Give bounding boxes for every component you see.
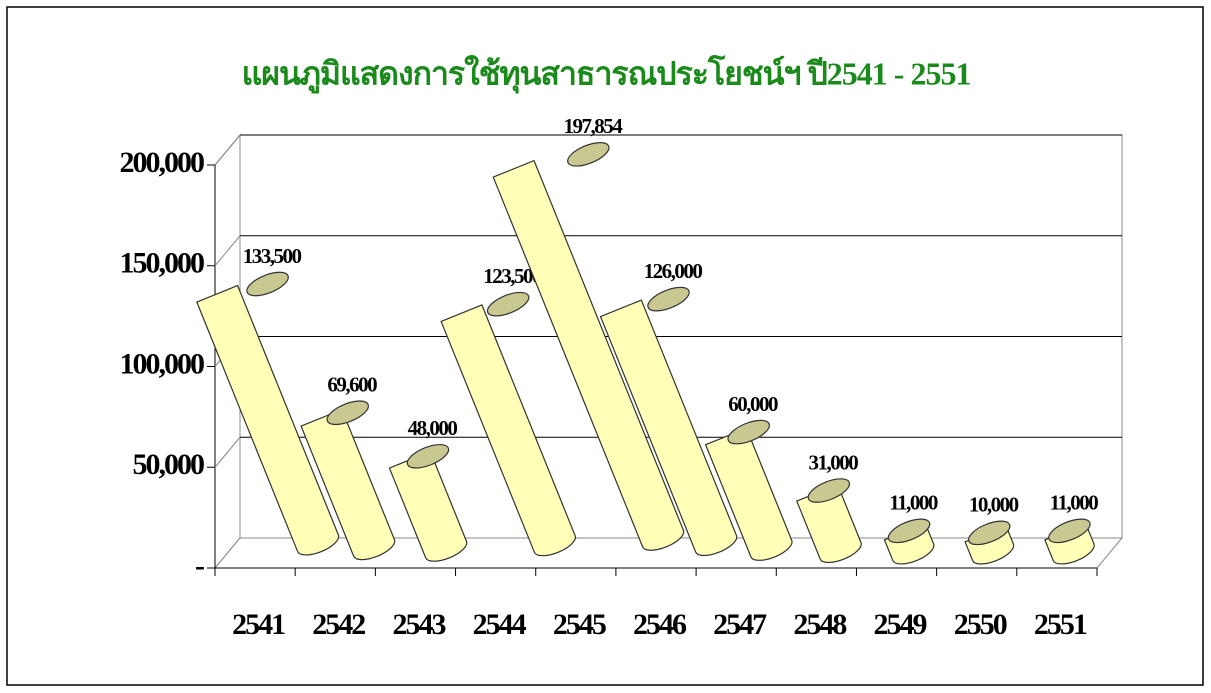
x-tick-label: 2547 — [713, 608, 767, 641]
bar — [492, 159, 685, 551]
grid-line-side — [214, 134, 241, 166]
bar-top — [406, 443, 450, 469]
bar — [388, 450, 468, 562]
y-tick-label: 150,000 — [120, 247, 205, 280]
bar — [599, 299, 738, 557]
bar-top — [807, 478, 851, 503]
value-label: 197,854 — [563, 114, 623, 138]
bar-top — [727, 419, 770, 445]
bar-top — [326, 400, 370, 426]
value-label: 69,600 — [327, 373, 377, 397]
x-tick-label: 2546 — [633, 608, 687, 641]
bar-top — [1048, 518, 1091, 544]
bar — [795, 483, 862, 564]
bar — [196, 284, 340, 556]
bar-top — [647, 286, 690, 312]
value-label: 11,000 — [889, 491, 938, 515]
x-tick-label: 2549 — [874, 608, 927, 641]
y-tick-label: 200,000 — [120, 146, 205, 179]
bar — [440, 304, 577, 557]
x-tick-label: 2548 — [793, 608, 846, 641]
x-tick-label: 2551 — [1034, 608, 1087, 641]
chart-title: แผนภูมิแสดงการใช้ทุนสาธารณประโยชน์ฯ ปี25… — [242, 54, 971, 94]
bar-top — [486, 291, 530, 317]
y-tick-label: 50,000 — [133, 448, 205, 481]
y-tick-label: - — [195, 549, 204, 582]
value-label: 48,000 — [408, 416, 458, 440]
x-tick-label: 2550 — [954, 608, 1007, 641]
bar-top — [567, 141, 610, 167]
bar-top — [887, 518, 931, 544]
value-label: 126,000 — [644, 259, 703, 283]
bar — [300, 408, 396, 561]
x-tick-label: 2543 — [392, 608, 445, 641]
value-label: 60,000 — [728, 392, 778, 416]
value-label: 11,000 — [1050, 491, 1099, 515]
x-tick-label: 2541 — [232, 608, 285, 641]
bar — [704, 427, 793, 561]
value-label: 10,000 — [969, 493, 1019, 517]
x-tick-label: 2544 — [473, 608, 527, 641]
grid-line-side — [214, 436, 241, 468]
value-label: 133,500 — [243, 244, 302, 268]
bar-top — [246, 271, 289, 297]
value-label: 31,000 — [808, 450, 858, 474]
x-tick-label: 2545 — [553, 608, 606, 641]
x-tick-label: 2542 — [312, 608, 365, 641]
grid-line-side — [214, 235, 241, 267]
bar-top — [967, 520, 1011, 546]
y-tick-label: 100,000 — [120, 347, 205, 380]
